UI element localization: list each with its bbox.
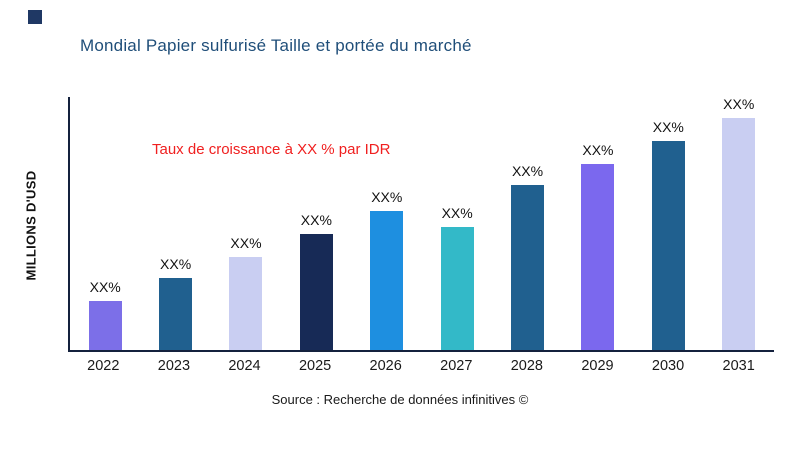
bar-group: XX%: [281, 212, 351, 350]
source-caption: Source : Recherche de données infinitive…: [271, 392, 529, 407]
bar: [229, 257, 263, 350]
bar-group: XX%: [352, 189, 422, 350]
bar: [88, 301, 122, 350]
bar-value-label: XX%: [160, 256, 192, 272]
bar-value-label: XX%: [723, 96, 755, 112]
x-tick-label: 2025: [298, 358, 332, 374]
bar: [722, 118, 756, 350]
plot-area: Taux de croissance à XX % par IDR XX% XX%…: [68, 96, 774, 352]
bar-group: XX%: [563, 142, 633, 350]
bar-group: XX%: [141, 256, 211, 350]
bar-value-label: XX%: [582, 142, 614, 158]
bar: [159, 278, 193, 350]
bar-group: XX%: [211, 235, 281, 350]
growth-rate-annotation: Taux de croissance à XX % par IDR: [152, 141, 391, 158]
bar-value-label: XX%: [371, 189, 403, 205]
bar-value-label: XX%: [230, 235, 262, 251]
x-tick-label: 2031: [722, 358, 755, 374]
bar-group: XX%: [633, 119, 703, 350]
x-tick-label: 2024: [228, 358, 261, 374]
bar: [440, 227, 474, 350]
bar-value-label: XX%: [300, 212, 332, 228]
logo-mark: [28, 10, 42, 24]
bar-group: XX%: [704, 96, 774, 350]
bar-group: XX%: [493, 163, 563, 350]
x-tick-label: 2029: [581, 358, 614, 374]
bar-group: XX%: [422, 205, 492, 350]
bars: XX% XX% XX% XX% XX% XX% XX% XX% XX% XX%: [70, 96, 774, 350]
bar-value-label: XX%: [89, 279, 121, 295]
plot-area-wrap: Taux de croissance à XX % par IDR XX% XX%…: [68, 96, 774, 374]
bar: [511, 185, 545, 350]
x-axis-labels: 2022 2023 2024 2025 2026 2027 2028 2029 2030 2031: [68, 358, 774, 374]
x-tick-label: 2030: [651, 358, 685, 374]
bar-value-label: XX%: [511, 163, 544, 179]
bar: [299, 234, 333, 350]
x-tick-label: 2023: [157, 358, 191, 374]
y-axis-label: MILLIONS D'USD: [23, 170, 39, 281]
x-tick-label: 2026: [369, 358, 402, 374]
x-tick-label: 2022: [87, 358, 120, 374]
bar-value-label: XX%: [652, 119, 684, 135]
bar: [651, 141, 685, 350]
bar-group: XX%: [70, 279, 140, 350]
bar: [370, 211, 404, 350]
x-tick-label: 2028: [510, 358, 543, 374]
x-tick-label: 2027: [440, 358, 473, 374]
chart-title: Mondial Papier sulfurisé Taille et porté…: [80, 36, 472, 55]
bar: [581, 164, 615, 350]
bar-value-label: XX%: [441, 205, 473, 221]
